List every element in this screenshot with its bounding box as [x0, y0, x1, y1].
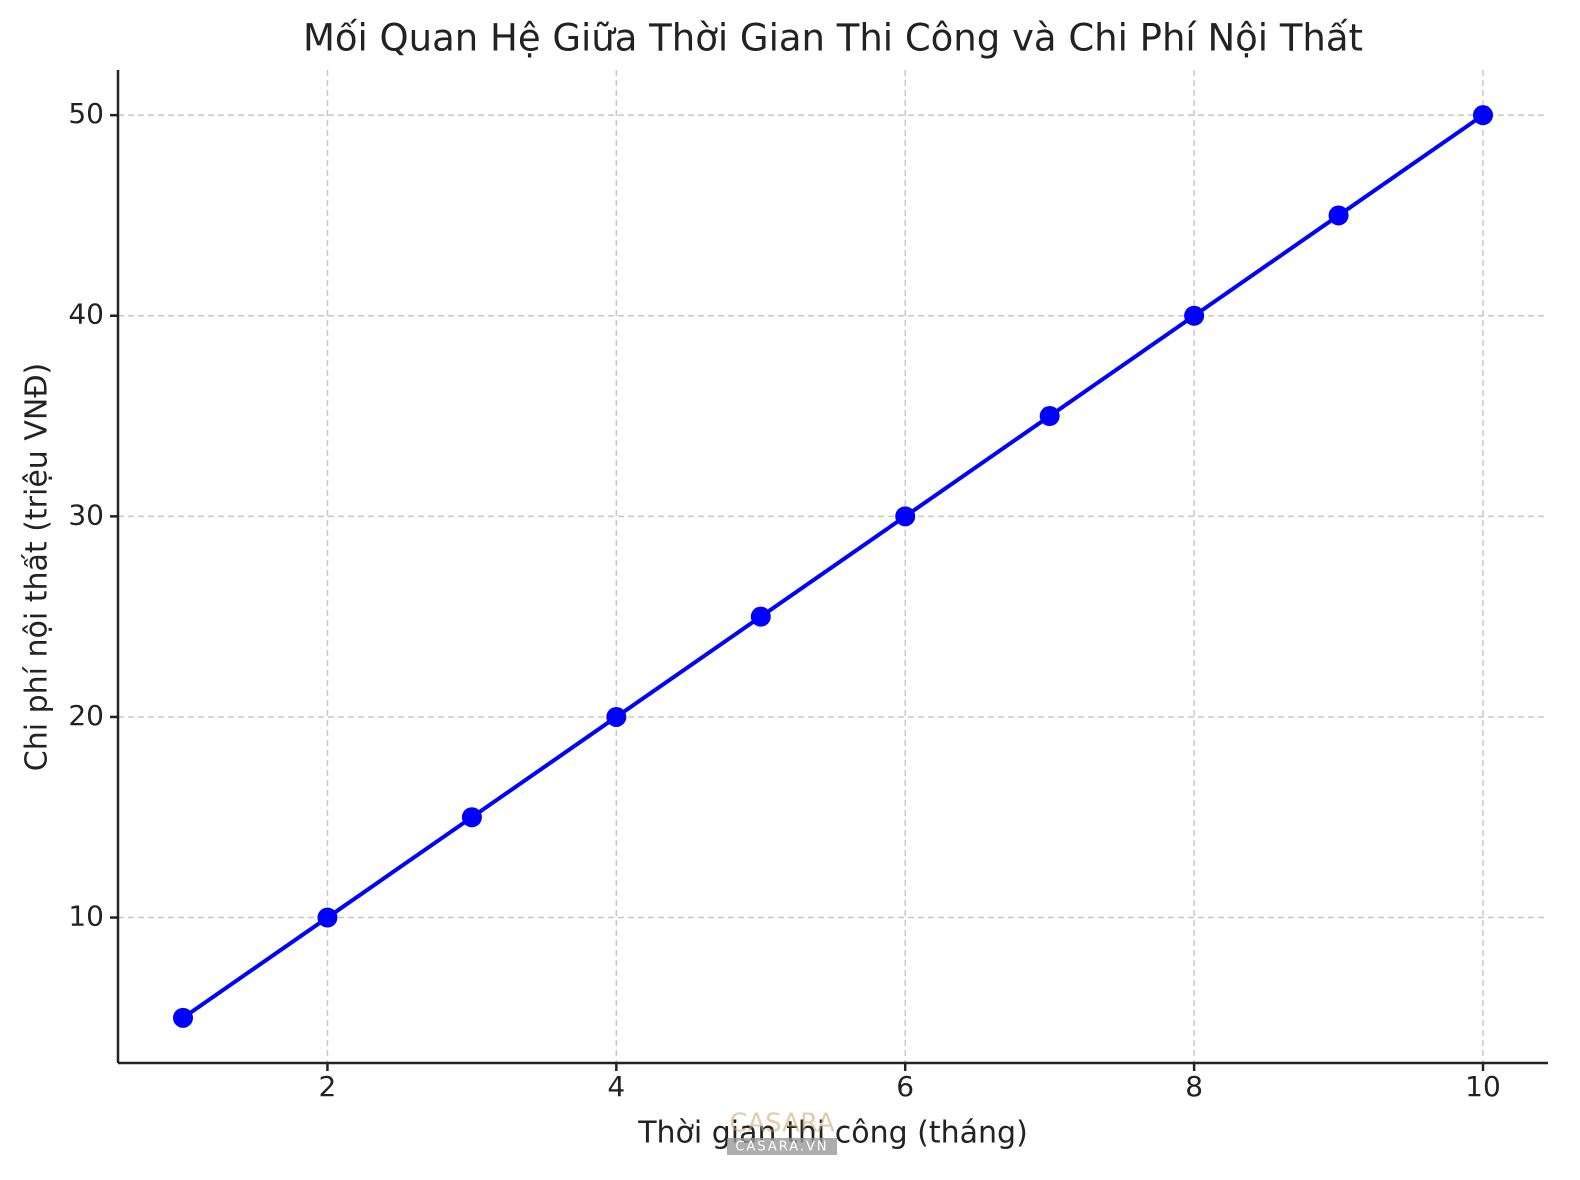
- point: [1328, 205, 1349, 226]
- point: [750, 606, 771, 627]
- y-tick-label: 50: [68, 97, 104, 130]
- x-tick-label: 8: [1185, 1070, 1203, 1103]
- point: [1039, 406, 1060, 427]
- point: [173, 1007, 193, 1028]
- point: [1184, 305, 1205, 326]
- y-axis-label: Chi phí nội thất (triệu VNĐ): [20, 363, 55, 772]
- y-tick-label: 30: [68, 498, 104, 531]
- series-line: [181, 113, 1485, 1020]
- x-tick-label: 6: [896, 1070, 914, 1103]
- point: [461, 807, 482, 828]
- y-tick-label: 10: [68, 900, 104, 933]
- watermark-sub: CASARA.VN: [735, 1140, 828, 1155]
- point: [606, 706, 627, 727]
- point: [895, 506, 916, 527]
- watermark-bg: [727, 1138, 837, 1155]
- point: [1473, 105, 1493, 126]
- x-tick-label: 10: [1465, 1070, 1501, 1103]
- y-tick-label: 20: [68, 699, 104, 732]
- x-tick-label: 4: [607, 1070, 625, 1103]
- x-tick-label: 2: [319, 1070, 337, 1103]
- y-tick-label: 40: [68, 298, 104, 331]
- watermark: CASARA: [729, 1109, 835, 1139]
- chart-title: Mối Quan Hệ Giữa Thời Gian Thi Công và C…: [303, 17, 1363, 60]
- point: [317, 907, 338, 928]
